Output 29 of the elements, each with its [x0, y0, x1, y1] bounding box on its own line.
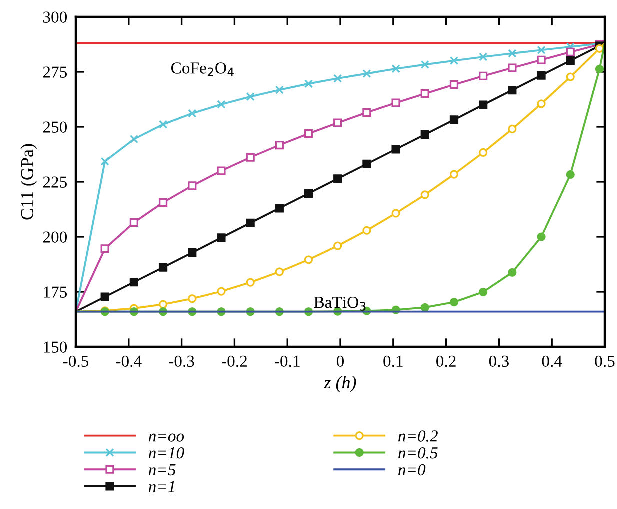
x-tick-label: 0.5	[595, 356, 615, 368]
y-tick-label: 175	[44, 286, 68, 298]
y-tick-label: 150	[44, 342, 68, 353]
legend-label: n=0.5	[398, 447, 438, 459]
x-tick-label: -0.2	[222, 356, 247, 368]
x-tick-label: 0.3	[489, 356, 509, 368]
legend-label: n=10	[148, 447, 184, 459]
legend-label: n=oo	[148, 434, 184, 442]
legend-label: n=0	[398, 464, 426, 476]
legend-label: n=1	[148, 481, 174, 492]
y-tick-label: 200	[43, 232, 68, 243]
y-tick-label: 300	[43, 12, 68, 23]
legend-label: n=5	[148, 464, 176, 476]
x-tick-label: -0.5	[63, 356, 89, 368]
annotation: CoFe$_{2}$O$_{4}$	[171, 62, 234, 76]
y-axis-title: C11 (GPa)	[20, 144, 38, 220]
x-tick-label: 0	[336, 356, 344, 368]
x-tick-label: -0.4	[116, 356, 142, 368]
annotation: BaTiO$_{3}$	[314, 296, 366, 311]
legend-label: n=0.2	[398, 430, 438, 442]
x-tick-label: -0.1	[275, 356, 300, 368]
x-tick-label: 0.4	[542, 356, 562, 368]
y-tick-label: 250	[43, 122, 68, 133]
y-tick-label: 275	[43, 66, 68, 78]
x-axis-title: z (h)	[324, 376, 356, 392]
y-tick-label: 225	[43, 176, 68, 188]
x-tick-label: 0.1	[384, 356, 403, 368]
x-tick-label: -0.3	[169, 356, 194, 368]
x-tick-label: 0.2	[436, 356, 456, 368]
